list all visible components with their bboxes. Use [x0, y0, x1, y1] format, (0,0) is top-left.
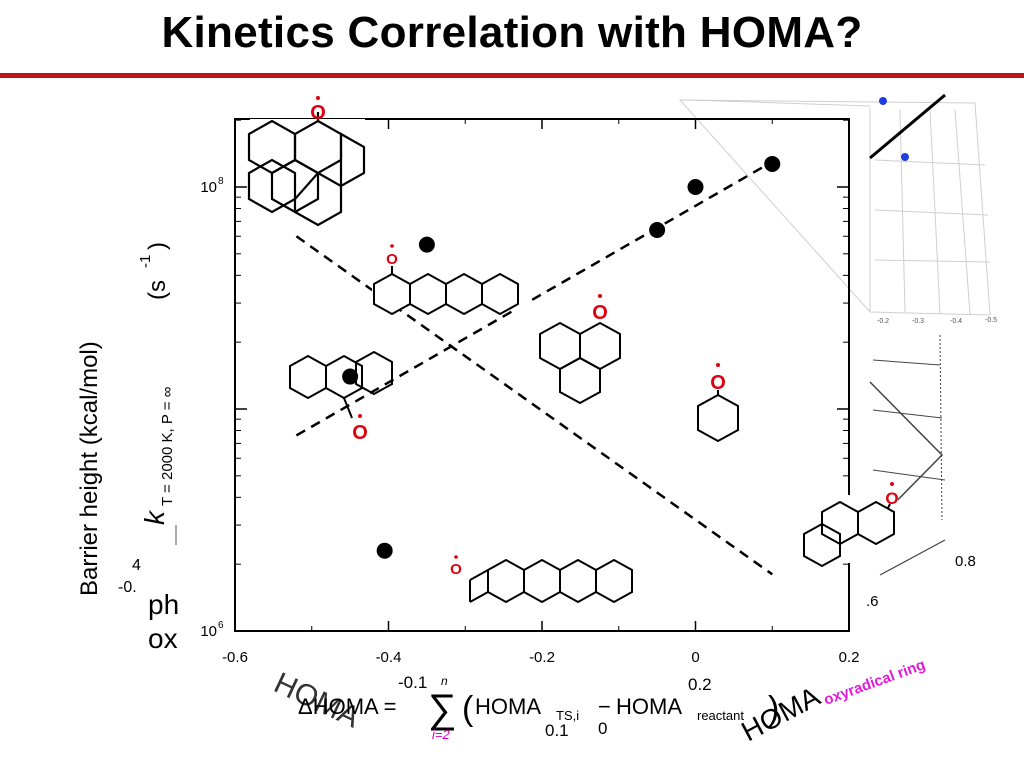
- y-tick-label-exponent: 6: [218, 620, 224, 631]
- title-divider: [0, 73, 1024, 78]
- y-tick-label: 10: [200, 623, 217, 640]
- radical-oxygen-label: O: [885, 489, 898, 508]
- overlay-fragment: 0.1: [545, 721, 569, 740]
- x-tick-label: -0.2: [529, 649, 555, 666]
- homa-rotated-label: HOMA: [736, 680, 825, 747]
- bg-blue-point: [901, 153, 909, 161]
- bg-3d-tick: -0.3: [912, 318, 924, 325]
- bg-tick-06: .6: [866, 593, 879, 610]
- radical-dot: [890, 482, 894, 486]
- equation-term1-sub: TS,i: [556, 708, 579, 723]
- data-point: [418, 236, 435, 253]
- fit-line: [295, 160, 773, 437]
- overlay-fragment-ox: ox: [148, 623, 178, 654]
- background-3d-lower: [869, 334, 946, 576]
- x-tick-labels: -0.6 -0.4 -0.2 0 0.2: [222, 649, 859, 666]
- structure-phenanthrene-oxyl-left: [289, 350, 393, 419]
- structure-coronene-oxyl: [247, 112, 366, 227]
- radical-oxygen-label: O: [592, 302, 608, 324]
- radical-oxygen-label: O: [386, 251, 398, 268]
- x-tick-label: 0: [691, 649, 699, 666]
- equation-term2-sub: reactant: [697, 708, 744, 723]
- data-point: [376, 542, 393, 559]
- y-axis-subscript: T = 2000 K, P = ∞: [159, 386, 176, 506]
- sum-symbol: ∑: [428, 687, 457, 731]
- data-point: [764, 155, 781, 172]
- sum-lower-limit: i=2: [432, 727, 450, 742]
- overlay-fragment-ph: ph: [148, 589, 179, 620]
- bg-blue-point: [879, 97, 887, 105]
- overlay-fragment: 0: [598, 719, 607, 738]
- structure-phenanthrene-oxyl-right: [798, 495, 898, 568]
- y-axis-k: k: [139, 509, 170, 525]
- radical-dot: [358, 414, 362, 418]
- radical-dot: [598, 294, 602, 298]
- background-3d-fit-line: [869, 93, 946, 161]
- fit-lines: [295, 160, 773, 576]
- sum-upper-limit: n: [441, 674, 448, 688]
- radical-oxygen-label: O: [710, 372, 726, 394]
- background-3d-plot: [678, 99, 991, 316]
- radical-dot: [454, 555, 458, 559]
- radical-dot: [716, 363, 720, 367]
- overlay-fragment: 0.2: [688, 675, 712, 694]
- x-tick-label: -0.6: [222, 649, 248, 666]
- bg-3d-tick: -0.5: [985, 317, 997, 324]
- data-points: [342, 155, 781, 559]
- data-point: [687, 179, 704, 195]
- structure-phenanthrene-oxyl-middle: [539, 321, 621, 405]
- paren-close: ): [768, 690, 779, 728]
- bg-tick-08: 0.8: [955, 553, 976, 570]
- y-axis-unit: (s: [144, 280, 171, 300]
- y-tick-label: 10: [200, 179, 217, 196]
- oxyradical-ring-label: oxyradical ring: [822, 656, 928, 708]
- barrier-height-label: Barrier height (kcal/mol): [76, 341, 103, 596]
- equation-minus: −: [598, 694, 611, 719]
- radical-dot: [316, 96, 320, 100]
- y-axis-unit-exponent: -1: [137, 255, 154, 268]
- fit-line: [295, 235, 773, 576]
- equation-lhs: ΔHOMA =: [298, 694, 396, 719]
- y-axis-unit-close: ): [144, 242, 171, 250]
- data-point: [649, 222, 666, 239]
- radical-oxygen-label: O: [310, 102, 326, 124]
- overlay-fragment: -0.1: [398, 673, 427, 692]
- paren-open: (: [462, 690, 474, 728]
- equation-term2: HOMA: [616, 694, 682, 719]
- structure-tetracene-oxyl-lower: [469, 558, 633, 604]
- overlay-fragment: -0.: [118, 579, 137, 596]
- x-tick-label: 0.2: [839, 649, 860, 666]
- y-tick-label-exponent: 8: [218, 176, 224, 187]
- radical-dot: [390, 244, 394, 248]
- delta-homa-equation: ΔHOMA = ∑ n i=2 ( HOMA TS,i − HOMA react…: [298, 674, 779, 742]
- bg-3d-tick-labels: -0.2 -0.3 -0.4 -0.5: [877, 317, 997, 325]
- data-point: [342, 368, 359, 385]
- slide-title: Kinetics Correlation with HOMA?: [161, 8, 863, 57]
- bg-3d-tick: -0.2: [877, 318, 889, 325]
- radical-oxygen-label: O: [352, 422, 368, 444]
- y-axis-label: k T = 2000 K, P = ∞ (s -1 ): [137, 242, 176, 525]
- overlay-fragment: 4: [132, 557, 141, 574]
- radical-oxygen-label: O: [450, 561, 462, 578]
- equation-term1: HOMA: [475, 694, 541, 719]
- structure-phenoxyl: [697, 390, 739, 443]
- structure-tetracene-oxyl-upper: [372, 262, 530, 316]
- bg-3d-tick: -0.4: [950, 318, 962, 325]
- x-tick-label: -0.4: [376, 649, 402, 666]
